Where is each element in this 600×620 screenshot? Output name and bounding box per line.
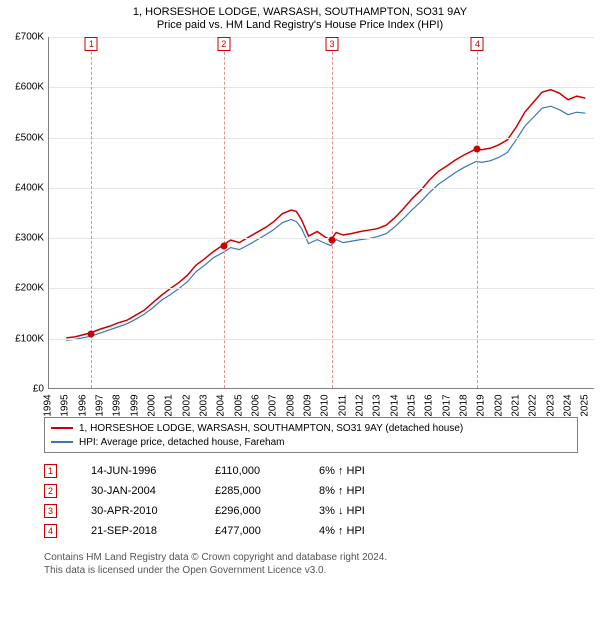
footer-line2: This data is licensed under the Open Gov… bbox=[44, 564, 600, 577]
x-axis-label: 2024 bbox=[563, 394, 574, 416]
x-axis-label: 2017 bbox=[441, 394, 452, 416]
gridline bbox=[49, 188, 594, 189]
legend-row: HPI: Average price, detached house, Fare… bbox=[51, 435, 571, 449]
x-axis-label: 1995 bbox=[60, 394, 71, 416]
x-axis-label: 1996 bbox=[77, 394, 88, 416]
y-axis-label: £100K bbox=[15, 333, 44, 344]
x-axis-label: 2007 bbox=[268, 394, 279, 416]
x-axis-label: 2010 bbox=[320, 394, 331, 416]
y-axis-label: £400K bbox=[15, 182, 44, 193]
x-axis-label: 2008 bbox=[285, 394, 296, 416]
gridline bbox=[49, 87, 594, 88]
sale-badge: 4 bbox=[471, 37, 484, 51]
x-axis-label: 2016 bbox=[424, 394, 435, 416]
y-axis-label: £500K bbox=[15, 132, 44, 143]
x-axis-label: 2018 bbox=[459, 394, 470, 416]
transaction-date: 30-APR-2010 bbox=[91, 505, 201, 517]
y-axis-label: £600K bbox=[15, 82, 44, 93]
chart-title-line1: 1, HORSESHOE LODGE, WARSASH, SOUTHAMPTON… bbox=[0, 6, 600, 18]
transaction-price: £285,000 bbox=[215, 485, 305, 497]
legend: 1, HORSESHOE LODGE, WARSASH, SOUTHAMPTON… bbox=[44, 417, 578, 453]
x-axis-label: 2004 bbox=[216, 394, 227, 416]
y-axis-label: £700K bbox=[15, 32, 44, 43]
transaction-price: £477,000 bbox=[215, 525, 305, 537]
x-axis-label: 2009 bbox=[303, 394, 314, 416]
gridline bbox=[49, 288, 594, 289]
x-axis-label: 2000 bbox=[147, 394, 158, 416]
transaction-date: 30-JAN-2004 bbox=[91, 485, 201, 497]
transaction-row: 3 30-APR-2010 £296,000 3% ↓ HPI bbox=[44, 501, 564, 521]
transaction-pct: 4% ↑ HPI bbox=[319, 525, 409, 537]
transaction-pct: 8% ↑ HPI bbox=[319, 485, 409, 497]
y-axis-label: £300K bbox=[15, 233, 44, 244]
sale-dot bbox=[474, 146, 481, 153]
transaction-badge: 3 bbox=[44, 504, 57, 518]
x-axis-label: 1994 bbox=[43, 394, 54, 416]
x-axis-label: 2022 bbox=[528, 394, 539, 416]
legend-swatch bbox=[51, 441, 73, 443]
footer: Contains HM Land Registry data © Crown c… bbox=[44, 551, 600, 577]
x-axis-label: 2019 bbox=[476, 394, 487, 416]
gridline bbox=[49, 238, 594, 239]
sale-badge: 1 bbox=[85, 37, 98, 51]
series-line bbox=[66, 106, 585, 340]
y-axis-label: £0 bbox=[33, 384, 44, 395]
sale-badge: 2 bbox=[217, 37, 230, 51]
sale-dot bbox=[329, 237, 336, 244]
sale-marker-line bbox=[224, 37, 225, 388]
transaction-row: 1 14-JUN-1996 £110,000 6% ↑ HPI bbox=[44, 461, 564, 481]
x-axis-label: 2020 bbox=[493, 394, 504, 416]
plot-area: 1 2 3 4 bbox=[48, 37, 594, 389]
x-axis-label: 2014 bbox=[389, 394, 400, 416]
transaction-badge: 2 bbox=[44, 484, 57, 498]
legend-row: 1, HORSESHOE LODGE, WARSASH, SOUTHAMPTON… bbox=[51, 421, 571, 435]
x-axis-label: 2003 bbox=[199, 394, 210, 416]
transaction-price: £296,000 bbox=[215, 505, 305, 517]
gridline bbox=[49, 37, 594, 38]
chart-area: 1234 £0£100K£200K£300K£400K£500K£600K£70… bbox=[34, 37, 594, 407]
x-axis-label: 1998 bbox=[112, 394, 123, 416]
x-axis-label: 2005 bbox=[233, 394, 244, 416]
x-axis-label: 2013 bbox=[372, 394, 383, 416]
footer-line1: Contains HM Land Registry data © Crown c… bbox=[44, 551, 600, 564]
transaction-row: 2 30-JAN-2004 £285,000 8% ↑ HPI bbox=[44, 481, 564, 501]
y-axis-label: £200K bbox=[15, 283, 44, 294]
gridline bbox=[49, 339, 594, 340]
sale-dot bbox=[88, 330, 95, 337]
transaction-date: 21-SEP-2018 bbox=[91, 525, 201, 537]
transactions-table: 1 14-JUN-1996 £110,000 6% ↑ HPI 2 30-JAN-2004… bbox=[44, 461, 564, 541]
x-axis-label: 2021 bbox=[511, 394, 522, 416]
sale-badge: 3 bbox=[326, 37, 339, 51]
transaction-pct: 6% ↑ HPI bbox=[319, 465, 409, 477]
x-axis-label: 1997 bbox=[95, 394, 106, 416]
x-axis-label: 2002 bbox=[181, 394, 192, 416]
legend-label: HPI: Average price, detached house, Fare… bbox=[79, 437, 285, 448]
transaction-price: £110,000 bbox=[215, 465, 305, 477]
series-line bbox=[66, 90, 585, 338]
transaction-pct: 3% ↓ HPI bbox=[319, 505, 409, 517]
x-axis-label: 2011 bbox=[337, 395, 348, 417]
legend-label: 1, HORSESHOE LODGE, WARSASH, SOUTHAMPTON… bbox=[79, 423, 463, 434]
x-axis-label: 2023 bbox=[545, 394, 556, 416]
x-axis-label: 2006 bbox=[251, 394, 262, 416]
transaction-badge: 4 bbox=[44, 524, 57, 538]
sale-dot bbox=[220, 242, 227, 249]
x-axis-label: 2012 bbox=[355, 394, 366, 416]
x-axis-label: 2025 bbox=[580, 394, 591, 416]
sale-marker-line bbox=[477, 37, 478, 388]
sale-marker-line bbox=[332, 37, 333, 388]
legend-swatch bbox=[51, 427, 73, 429]
x-axis-label: 1999 bbox=[129, 394, 140, 416]
chart-titles: 1, HORSESHOE LODGE, WARSASH, SOUTHAMPTON… bbox=[0, 0, 600, 31]
transaction-badge: 1 bbox=[44, 464, 57, 478]
transaction-row: 4 21-SEP-2018 £477,000 4% ↑ HPI bbox=[44, 521, 564, 541]
transaction-date: 14-JUN-1996 bbox=[91, 465, 201, 477]
x-axis-label: 2015 bbox=[407, 394, 418, 416]
x-axis-label: 2001 bbox=[164, 394, 175, 416]
gridline bbox=[49, 138, 594, 139]
chart-title-line2: Price paid vs. HM Land Registry's House … bbox=[0, 19, 600, 31]
series-svg bbox=[49, 37, 594, 388]
